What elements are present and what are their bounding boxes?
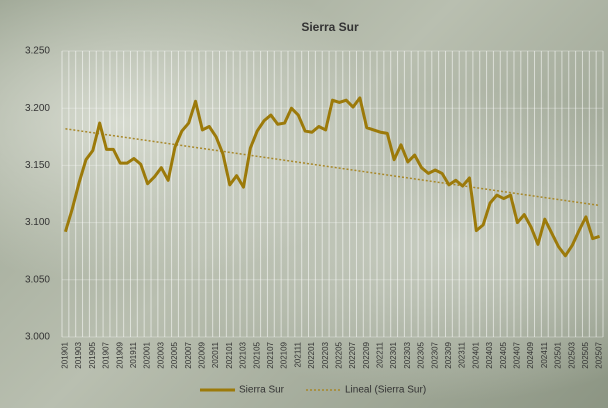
x-tick-label: 202405 — [499, 341, 508, 368]
x-tick-label: 202505 — [581, 341, 590, 368]
legend-label: Sierra Sur — [239, 385, 285, 396]
x-tick-label: 202205 — [334, 341, 343, 368]
x-tick-label: 202507 — [595, 341, 604, 368]
x-tick-label: 202501 — [554, 341, 563, 368]
x-tick-label: 201901 — [61, 341, 70, 368]
x-tick-label: 201903 — [74, 341, 83, 368]
y-tick-label: 3.050 — [25, 274, 50, 285]
x-tick-label: 202411 — [540, 341, 549, 368]
x-tick-label: 202107 — [266, 341, 275, 368]
x-tick-label: 202401 — [471, 341, 480, 368]
x-tick-label: 202103 — [239, 341, 248, 368]
x-tick-label: 202409 — [526, 341, 535, 368]
x-tick-label: 202101 — [225, 341, 234, 368]
x-tick-label: 201911 — [129, 341, 138, 368]
x-tick-label: 202109 — [280, 341, 289, 368]
x-tick-label: 201909 — [115, 341, 124, 368]
legend-label: Lineal (Sierra Sur) — [345, 385, 426, 396]
x-tick-label: 202309 — [444, 341, 453, 368]
y-tick-label: 3.150 — [25, 160, 50, 171]
x-tick-label: 202301 — [389, 341, 398, 368]
x-tick-label: 202305 — [417, 341, 426, 368]
y-tick-label: 3.250 — [25, 46, 50, 57]
x-tick-label: 202303 — [403, 341, 412, 368]
x-tick-label: 202311 — [458, 341, 467, 368]
x-tick-label: 202011 — [211, 341, 220, 368]
x-tick-label: 202105 — [252, 341, 261, 368]
series-line — [63, 96, 601, 258]
x-tick-label: 202009 — [197, 341, 206, 368]
trendline — [65, 128, 600, 207]
x-tick-label: 202111 — [293, 341, 302, 367]
x-tick-label: 202201 — [307, 341, 316, 368]
y-tick-label: 3.200 — [25, 103, 50, 114]
x-tick-label: 202503 — [567, 341, 576, 368]
x-tick-label: 202001 — [143, 341, 152, 368]
x-tick-label: 202407 — [513, 341, 522, 368]
x-tick-label: 202209 — [362, 341, 371, 368]
x-tick-label: 202307 — [430, 341, 439, 368]
x-tick-label: 202203 — [321, 341, 330, 368]
x-tick-label: 202005 — [170, 341, 179, 368]
x-tick-label: 202003 — [156, 341, 165, 368]
x-tick-label: 202007 — [184, 341, 193, 368]
x-tick-label: 202403 — [485, 341, 494, 368]
chart-title: Sierra Sur — [301, 20, 359, 34]
x-tick-label: 202207 — [348, 341, 357, 368]
x-tick-label: 201905 — [88, 341, 97, 368]
y-tick-label: 3.000 — [25, 332, 50, 343]
x-tick-label: 202211 — [376, 341, 385, 368]
x-tick-label: 201907 — [102, 341, 111, 368]
y-tick-label: 3.100 — [25, 217, 50, 228]
